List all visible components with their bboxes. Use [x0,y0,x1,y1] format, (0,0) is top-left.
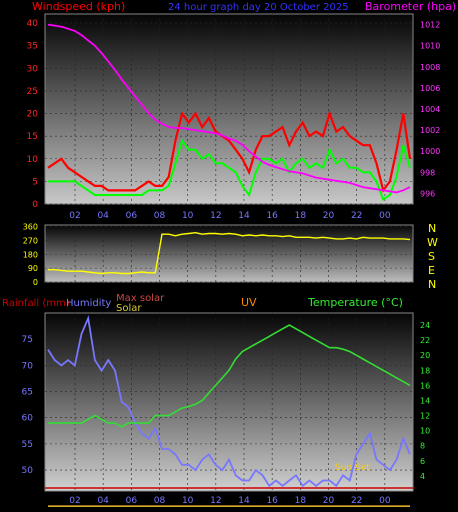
compass-n-bottom: N [428,278,436,291]
x-tick-label: 20 [323,211,335,221]
humidity-y-tick-label: 70 [22,361,34,371]
windspeed-label: Windspeed (kph) [32,0,125,13]
x-tick-label: 16 [266,211,278,221]
humidity-y-tick-label: 60 [22,414,34,424]
x-tick-label: 10 [182,211,194,221]
x-tick-label: 14 [238,496,250,506]
x-tick-label: 08 [154,211,166,221]
x-tick-label: 02 [69,496,80,506]
baro-y-tick-label: 1010 [420,42,440,51]
temperature-y-tick-label: 14 [420,396,430,405]
x-tick-label: 18 [295,211,307,221]
rainfall-label: Rainfall (mm) [2,298,70,309]
baro-y-tick-label: 1004 [420,105,440,114]
max-solar-label: Max solar [116,293,165,304]
temperature-y-tick-label: 12 [420,412,430,421]
x-tick-label: 14 [238,211,250,221]
humidity-label: Humidity [66,298,111,309]
wind-y-tick-label: 35 [27,42,38,52]
baro-y-tick-label: 1012 [420,21,440,30]
barometer-label: Barometer (hpa) [365,0,456,13]
x-tick-label: 06 [126,211,138,221]
direction-line [48,231,411,275]
temperature-y-tick-label: 4 [420,472,425,481]
wind-y-tick-label: 20 [27,110,39,120]
temperature-y-tick-label: 18 [420,366,430,375]
x-tick-label: 22 [351,496,362,506]
temperature-y-tick-label: 24 [420,321,430,330]
temperature-label: Temperature (°C) [307,296,403,309]
temperature-y-tick-label: 10 [420,427,430,436]
compass-w: W [427,236,438,249]
wind-y-tick-label: 10 [27,155,39,165]
x-tick-label: 22 [351,211,362,221]
compass-labels: N W S E N [427,222,438,291]
x-tick-label: 00 [379,496,391,506]
baro-y-tick-label: 998 [420,168,435,177]
wind-panel-bg [44,13,414,205]
humidity-y-tick-label: 55 [22,440,33,450]
x-tick-label: 00 [379,211,391,221]
wind-y-tick-label: 40 [27,19,39,29]
direction-y-tick-label: 270 [23,236,38,245]
compass-s: S [428,250,435,263]
barometer-line [47,23,411,194]
baro-y-tick-label: 996 [420,189,435,198]
wind-y-tick-label: 15 [27,132,38,142]
temperature-y-tick-label: 6 [420,457,425,466]
x-tick-label: 18 [295,496,307,506]
wind-y-tick-label: 5 [32,177,38,187]
temperature-y-tick-label: 16 [420,381,430,390]
direction-y-tick-label: 0 [33,278,38,287]
windspeed-line [47,110,412,193]
x-tick-label: 08 [154,496,166,506]
wind-y-tick-label: 25 [27,87,38,97]
solar-label: Solar [116,303,142,314]
x-tick-label: 12 [210,496,221,506]
temperature-line [48,324,411,428]
baro-y-tick-label: 1000 [420,147,440,156]
baro-y-tick-label: 1008 [420,63,440,72]
x-tick-label: 12 [210,211,221,221]
temperature-y-tick-label: 20 [420,351,430,360]
gust-line [48,138,411,202]
wind-y-tick-label: 30 [27,64,39,74]
baro-y-tick-label: 1002 [420,126,440,135]
compass-e: E [428,264,435,277]
x-tick-label: 20 [323,496,335,506]
sunset-label: Sun Set [335,463,370,473]
direction-y-tick-label: 360 [23,223,38,232]
humidity-y-tick-label: 65 [22,388,33,398]
baro-y-tick-label: 1006 [420,84,440,93]
temperature-y-tick-label: 22 [420,336,430,345]
direction-y-tick-label: 180 [23,250,38,259]
x-tick-label: 02 [69,211,80,221]
graph-date-title: 24 hour graph day 20 October 2025 [168,2,349,13]
x-tick-label: 04 [97,496,109,506]
direction-y-tick-label: 90 [28,264,38,273]
x-tick-label: 04 [97,211,109,221]
x-tick-label: 06 [126,496,138,506]
wind-y-tick-label: 0 [32,200,38,210]
humidity-y-tick-label: 50 [22,466,34,476]
x-tick-label: 10 [182,496,194,506]
humidity-y-tick-label: 75 [22,335,33,345]
humidity-line [47,314,411,488]
x-tick-label: 16 [266,496,278,506]
temperature-y-tick-label: 8 [420,442,425,451]
compass-n-top: N [428,222,436,235]
uv-label: UV [241,296,257,309]
